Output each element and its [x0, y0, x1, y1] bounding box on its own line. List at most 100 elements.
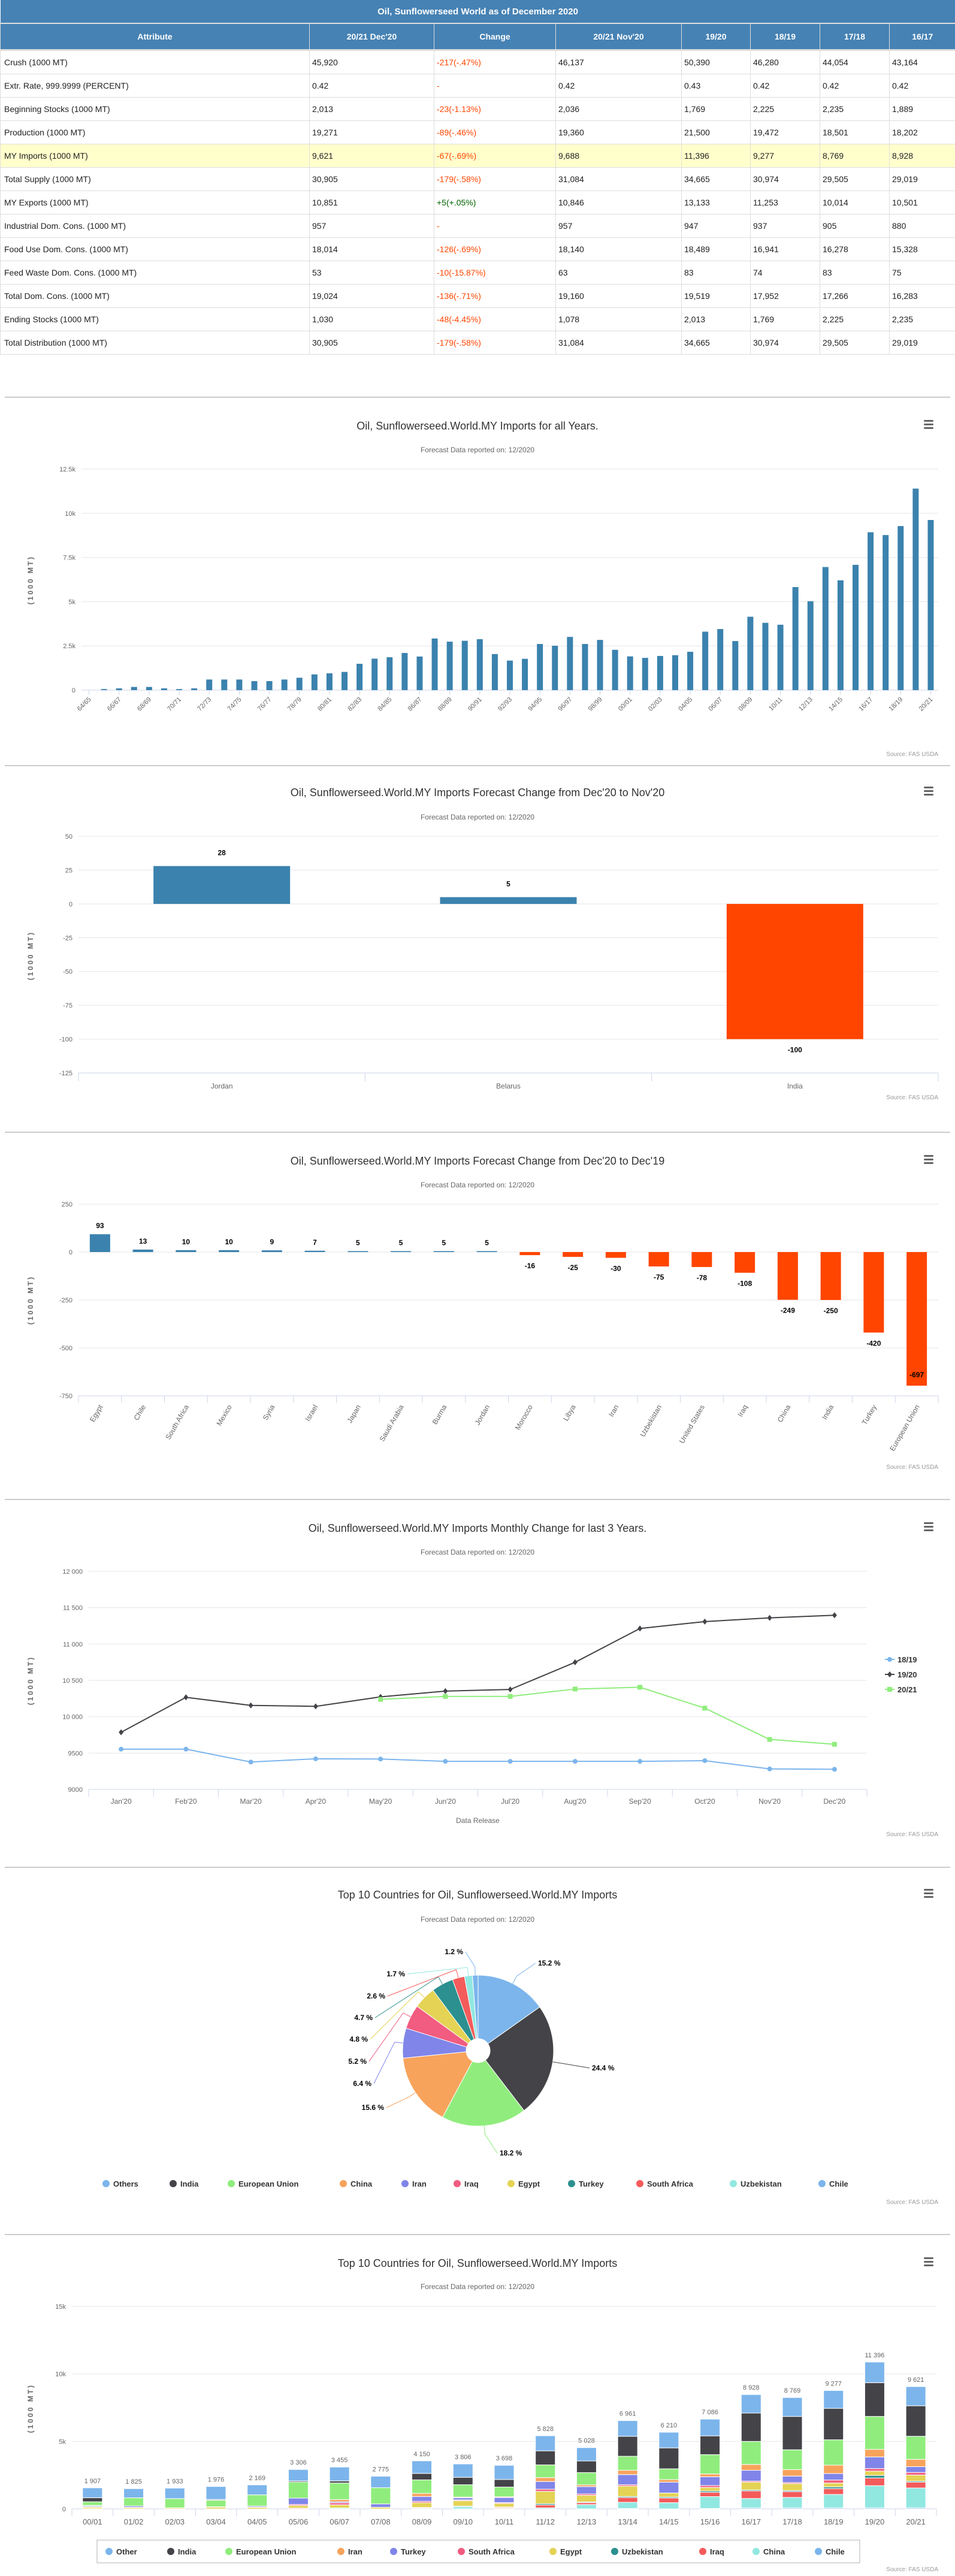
legend-item[interactable]	[636, 2180, 643, 2187]
column-header[interactable]: Change	[434, 23, 556, 51]
point-marker[interactable]	[119, 1746, 124, 1752]
stack-segment[interactable]	[576, 2472, 597, 2486]
stack-segment[interactable]	[576, 2447, 597, 2462]
bar[interactable]	[702, 631, 709, 690]
legend-item[interactable]	[102, 2180, 110, 2187]
hamburger-menu-icon[interactable]	[924, 420, 933, 429]
stack-segment[interactable]	[576, 2495, 597, 2502]
bar[interactable]	[132, 1249, 153, 1252]
bar[interactable]	[537, 643, 543, 690]
stack-segment[interactable]	[412, 2493, 433, 2497]
stack-segment[interactable]	[617, 2474, 638, 2486]
stack-segment[interactable]	[823, 2465, 844, 2474]
bar[interactable]	[206, 679, 213, 690]
stack-segment[interactable]	[905, 2487, 926, 2508]
bar[interactable]	[732, 641, 739, 690]
stack-segment[interactable]	[782, 2449, 803, 2470]
stack-segment[interactable]	[123, 2498, 144, 2507]
stack-segment[interactable]	[864, 2456, 885, 2469]
stack-segment[interactable]	[412, 2460, 433, 2474]
bar[interactable]	[648, 1252, 669, 1266]
stack-segment[interactable]	[288, 2481, 309, 2499]
bar[interactable]	[311, 674, 318, 690]
stack-segment[interactable]	[905, 2474, 926, 2482]
legend-item[interactable]	[611, 2548, 618, 2555]
stack-segment[interactable]	[782, 2497, 803, 2508]
legend-item[interactable]	[458, 2548, 465, 2555]
legend-item[interactable]	[568, 2180, 575, 2187]
bar[interactable]	[391, 1251, 412, 1252]
point-marker[interactable]	[887, 1657, 892, 1662]
bar[interactable]	[807, 601, 814, 690]
legend-item[interactable]	[390, 2548, 397, 2555]
stack-segment[interactable]	[905, 2405, 926, 2437]
stack-segment[interactable]	[905, 2386, 926, 2406]
bar[interactable]	[491, 654, 498, 690]
stack-segment[interactable]	[741, 2490, 761, 2499]
legend-item[interactable]	[818, 2180, 826, 2187]
stack-segment[interactable]	[452, 2463, 473, 2478]
stack-segment[interactable]	[741, 2481, 761, 2490]
stack-segment[interactable]	[617, 2486, 638, 2497]
point-marker[interactable]	[507, 1686, 513, 1693]
point-marker[interactable]	[832, 1741, 837, 1747]
stack-segment[interactable]	[864, 2449, 885, 2457]
bar[interactable]	[627, 656, 633, 690]
stack-segment[interactable]	[329, 2504, 350, 2508]
bar[interactable]	[101, 689, 107, 690]
stack-segment[interactable]	[700, 2418, 721, 2436]
bar[interactable]	[116, 688, 122, 690]
stack-segment[interactable]	[329, 2499, 350, 2502]
bar[interactable]	[792, 586, 799, 690]
stack-segment[interactable]	[700, 2496, 721, 2509]
bar[interactable]	[476, 639, 483, 690]
stack-segment[interactable]	[82, 2487, 103, 2498]
legend-item[interactable]	[337, 2548, 344, 2555]
stack-segment[interactable]	[823, 2390, 844, 2409]
point-marker[interactable]	[443, 1694, 448, 1699]
stack-segment[interactable]	[329, 2483, 350, 2500]
bar[interactable]	[552, 645, 558, 690]
stack-segment[interactable]	[700, 2454, 721, 2475]
stack-segment[interactable]	[494, 2497, 515, 2503]
bar[interactable]	[131, 687, 137, 690]
bar[interactable]	[176, 1250, 197, 1252]
stack-segment[interactable]	[864, 2471, 885, 2476]
stack-segment[interactable]	[823, 2408, 844, 2441]
bar[interactable]	[863, 1252, 884, 1333]
stack-segment[interactable]	[370, 2475, 391, 2489]
bar[interactable]	[605, 1252, 626, 1258]
legend-item[interactable]	[225, 2548, 232, 2555]
stack-segment[interactable]	[782, 2483, 803, 2491]
bar[interactable]	[735, 1252, 755, 1273]
stack-segment[interactable]	[412, 2473, 433, 2481]
legend-item[interactable]	[228, 2180, 235, 2187]
bar[interactable]	[522, 658, 528, 690]
bar[interactable]	[853, 564, 859, 690]
bar[interactable]	[912, 488, 919, 690]
point-marker[interactable]	[507, 1759, 513, 1764]
point-marker[interactable]	[572, 1659, 578, 1665]
bar[interactable]	[476, 1251, 497, 1252]
column-header[interactable]: 16/17	[888, 23, 955, 51]
stack-segment[interactable]	[617, 2436, 638, 2457]
stack-segment[interactable]	[864, 2468, 885, 2472]
bar[interactable]	[927, 519, 934, 690]
bar[interactable]	[433, 1251, 454, 1252]
bar[interactable]	[642, 658, 648, 690]
point-marker[interactable]	[572, 1759, 578, 1764]
point-marker[interactable]	[637, 1625, 643, 1632]
bar[interactable]	[567, 637, 573, 690]
point-marker[interactable]	[313, 1756, 318, 1761]
stack-segment[interactable]	[823, 2473, 844, 2481]
point-marker[interactable]	[378, 1756, 383, 1762]
bar[interactable]	[440, 897, 577, 904]
series-line[interactable]	[120, 1614, 835, 1733]
stack-segment[interactable]	[658, 2468, 679, 2480]
stack-segment[interactable]	[288, 2498, 309, 2505]
bar[interactable]	[726, 903, 863, 1039]
legend-item[interactable]	[549, 2548, 557, 2555]
legend-item[interactable]	[507, 2180, 515, 2187]
bar[interactable]	[304, 1250, 325, 1252]
stack-segment[interactable]	[82, 2497, 103, 2502]
